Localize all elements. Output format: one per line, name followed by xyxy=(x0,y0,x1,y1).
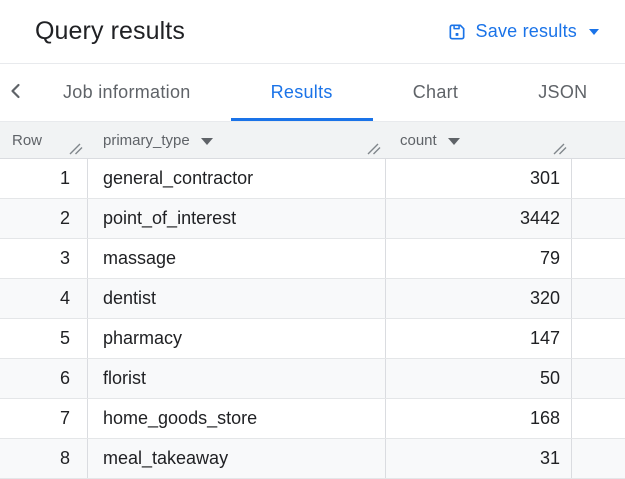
cell-count: 301 xyxy=(386,159,572,198)
cell-primary-type: massage xyxy=(88,239,386,278)
cell-spacer xyxy=(572,439,625,478)
table-header-row: Row primary_type count xyxy=(0,122,625,159)
results-tab-bar: Job information Results Chart JSON xyxy=(0,64,625,122)
cell-count: 3442 xyxy=(386,199,572,238)
cell-row-number: 7 xyxy=(0,399,88,438)
tab-json[interactable]: JSON xyxy=(498,64,625,121)
column-header-count[interactable]: count xyxy=(386,122,572,158)
cell-primary-type: florist xyxy=(88,359,386,398)
tabs-back-button[interactable] xyxy=(8,64,23,121)
column-header-row: Row xyxy=(0,122,88,158)
cell-row-number: 3 xyxy=(0,239,88,278)
cell-primary-type: meal_takeaway xyxy=(88,439,386,478)
column-dropdown-caret-icon[interactable] xyxy=(200,137,213,145)
tab-results[interactable]: Results xyxy=(230,64,373,121)
column-header-label: count xyxy=(400,131,437,149)
tab-label: Chart xyxy=(412,82,459,102)
table-row: 6 florist 50 xyxy=(0,359,625,399)
results-table-body: 1 general_contractor 301 2 point_of_inte… xyxy=(0,159,625,479)
cell-row-number: 2 xyxy=(0,199,88,238)
column-header-spacer xyxy=(572,122,625,158)
cell-row-number: 8 xyxy=(0,439,88,478)
column-resize-handle[interactable] xyxy=(367,143,381,155)
cell-count: 50 xyxy=(386,359,572,398)
cell-row-number: 4 xyxy=(0,279,88,318)
cell-spacer xyxy=(572,239,625,278)
table-row: 3 massage 79 xyxy=(0,239,625,279)
column-resize-handle[interactable] xyxy=(69,143,83,155)
save-results-button[interactable]: Save results xyxy=(445,17,601,46)
cell-count: 320 xyxy=(386,279,572,318)
table-row: 4 dentist 320 xyxy=(0,279,625,319)
cell-primary-type: home_goods_store xyxy=(88,399,386,438)
column-header-label: Row xyxy=(12,131,43,149)
page-title: Query results xyxy=(35,17,185,45)
cell-primary-type: point_of_interest xyxy=(88,199,386,238)
cell-spacer xyxy=(572,279,625,318)
cell-primary-type: dentist xyxy=(88,279,386,318)
table-row: 7 home_goods_store 168 xyxy=(0,399,625,439)
tab-job-information[interactable]: Job information xyxy=(23,64,231,121)
table-row: 2 point_of_interest 3442 xyxy=(0,199,625,239)
save-dropdown-caret-icon xyxy=(589,28,599,35)
cell-row-number: 6 xyxy=(0,359,88,398)
cell-spacer xyxy=(572,399,625,438)
column-resize-handle[interactable] xyxy=(553,143,567,155)
tab-label: JSON xyxy=(538,82,588,102)
save-icon xyxy=(447,22,467,42)
cell-row-number: 5 xyxy=(0,319,88,358)
table-row: 8 meal_takeaway 31 xyxy=(0,439,625,479)
save-results-label: Save results xyxy=(475,21,577,41)
cell-count: 79 xyxy=(386,239,572,278)
tab-chart[interactable]: Chart xyxy=(373,64,499,121)
cell-count: 147 xyxy=(386,319,572,358)
cell-primary-type: general_contractor xyxy=(88,159,386,198)
table-row: 5 pharmacy 147 xyxy=(0,319,625,359)
cell-spacer xyxy=(572,319,625,358)
cell-spacer xyxy=(572,199,625,238)
column-dropdown-caret-icon[interactable] xyxy=(447,137,460,145)
cell-row-number: 1 xyxy=(0,159,88,198)
tab-label: Results xyxy=(270,82,333,102)
chevron-left-icon xyxy=(8,83,23,102)
tab-label: Job information xyxy=(63,82,191,102)
results-header: Query results Save results xyxy=(0,0,625,64)
column-header-primary-type[interactable]: primary_type xyxy=(88,122,386,158)
column-header-label: primary_type xyxy=(103,131,190,149)
cell-count: 168 xyxy=(386,399,572,438)
cell-spacer xyxy=(572,359,625,398)
cell-spacer xyxy=(572,159,625,198)
cell-primary-type: pharmacy xyxy=(88,319,386,358)
table-row: 1 general_contractor 301 xyxy=(0,159,625,199)
cell-count: 31 xyxy=(386,439,572,478)
